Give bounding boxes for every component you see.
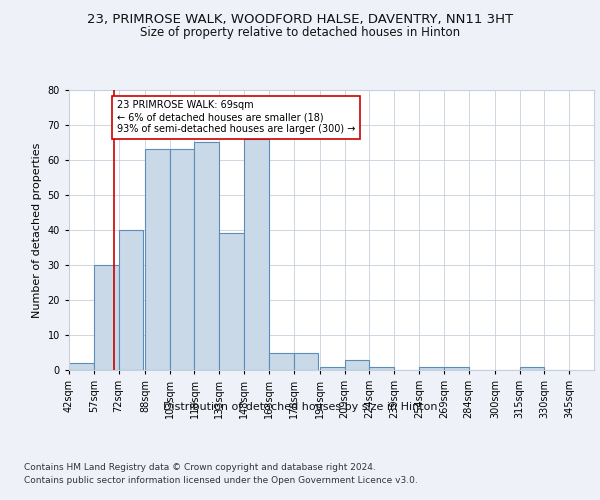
Bar bbox=[320, 366, 345, 370]
Bar bbox=[170, 150, 194, 370]
Bar bbox=[293, 352, 318, 370]
Text: Distribution of detached houses by size in Hinton: Distribution of detached houses by size … bbox=[163, 402, 437, 412]
Bar bbox=[94, 265, 119, 370]
Bar bbox=[444, 366, 469, 370]
Text: Size of property relative to detached houses in Hinton: Size of property relative to detached ho… bbox=[140, 26, 460, 39]
Bar bbox=[119, 230, 143, 370]
Bar bbox=[520, 366, 544, 370]
Bar bbox=[370, 366, 394, 370]
Bar bbox=[194, 142, 219, 370]
Bar bbox=[269, 352, 293, 370]
Text: Contains HM Land Registry data © Crown copyright and database right 2024.: Contains HM Land Registry data © Crown c… bbox=[24, 462, 376, 471]
Text: 23, PRIMROSE WALK, WOODFORD HALSE, DAVENTRY, NN11 3HT: 23, PRIMROSE WALK, WOODFORD HALSE, DAVEN… bbox=[87, 12, 513, 26]
Bar bbox=[69, 363, 94, 370]
Text: 23 PRIMROSE WALK: 69sqm
← 6% of detached houses are smaller (18)
93% of semi-det: 23 PRIMROSE WALK: 69sqm ← 6% of detached… bbox=[117, 100, 355, 134]
Bar bbox=[145, 150, 170, 370]
Bar bbox=[219, 234, 244, 370]
Bar bbox=[244, 139, 269, 370]
Bar bbox=[419, 366, 444, 370]
Text: Contains public sector information licensed under the Open Government Licence v3: Contains public sector information licen… bbox=[24, 476, 418, 485]
Bar bbox=[345, 360, 370, 370]
Y-axis label: Number of detached properties: Number of detached properties bbox=[32, 142, 42, 318]
